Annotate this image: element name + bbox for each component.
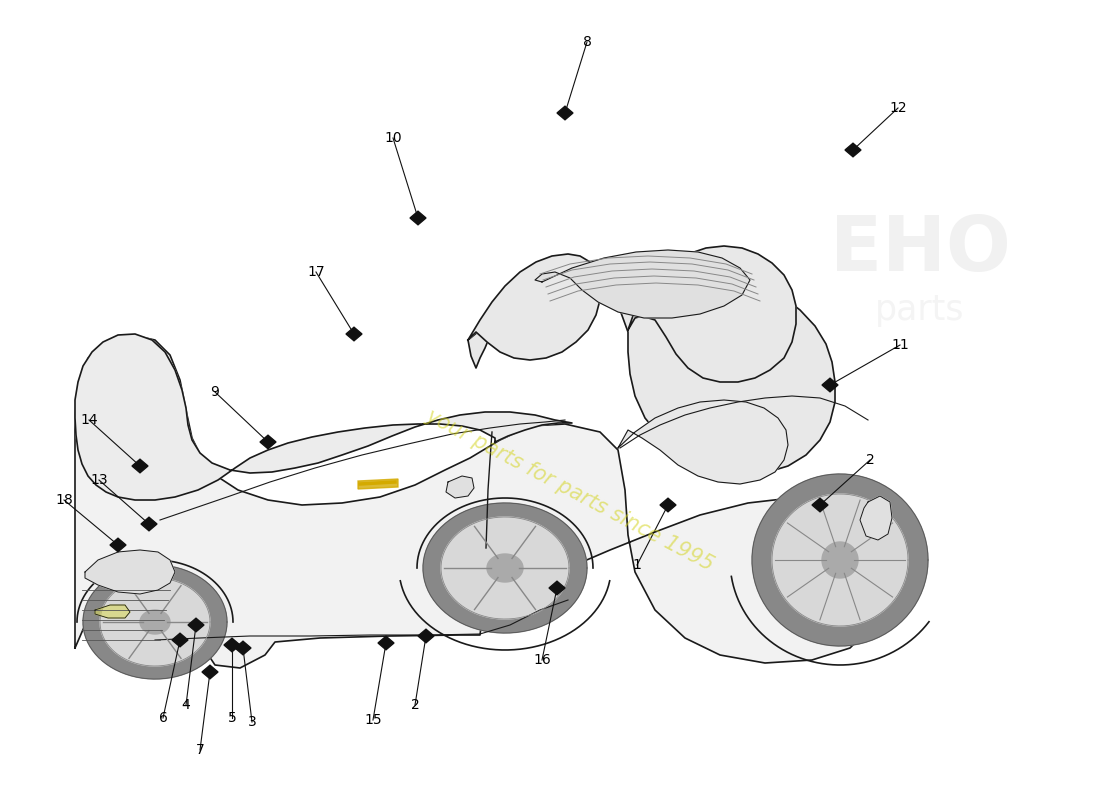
Polygon shape [100,578,210,666]
Polygon shape [260,435,276,449]
Polygon shape [110,538,126,552]
Polygon shape [358,479,398,489]
Polygon shape [752,474,928,646]
Text: 18: 18 [55,493,73,507]
Text: 14: 14 [80,413,98,427]
Text: 7: 7 [196,743,205,757]
Polygon shape [418,630,434,642]
Polygon shape [84,565,227,679]
Text: 17: 17 [307,265,324,279]
Polygon shape [141,518,157,531]
Polygon shape [468,268,835,475]
Text: 10: 10 [384,131,402,145]
Polygon shape [172,634,188,646]
Polygon shape [535,250,750,318]
Polygon shape [224,638,240,652]
Polygon shape [378,636,394,650]
Polygon shape [628,246,796,382]
Polygon shape [618,400,788,484]
Polygon shape [660,498,676,512]
Polygon shape [772,494,908,626]
Text: 8: 8 [583,35,592,49]
Polygon shape [235,642,251,654]
Polygon shape [845,143,861,157]
Polygon shape [202,666,218,678]
Polygon shape [557,106,573,120]
Polygon shape [85,550,175,594]
Text: 6: 6 [158,711,167,725]
Polygon shape [549,581,565,594]
Text: 13: 13 [90,473,108,487]
Polygon shape [424,503,587,633]
Text: 4: 4 [182,698,190,712]
Polygon shape [95,605,130,618]
Text: 2: 2 [866,453,874,467]
Text: 11: 11 [891,338,909,352]
Polygon shape [487,554,522,582]
Text: EHO: EHO [829,213,1011,287]
Text: 3: 3 [248,715,256,729]
Text: your parts for parts since 1995: your parts for parts since 1995 [422,406,717,574]
Polygon shape [812,498,828,512]
Text: 15: 15 [364,713,382,727]
Polygon shape [468,254,602,360]
Text: parts: parts [876,293,965,327]
Text: 2: 2 [410,698,419,712]
Polygon shape [822,542,858,578]
Polygon shape [860,496,892,540]
Polygon shape [188,618,204,632]
Polygon shape [75,334,572,500]
Polygon shape [346,327,362,341]
Text: 16: 16 [534,653,551,667]
Polygon shape [441,517,569,619]
Polygon shape [410,211,426,225]
Polygon shape [446,476,474,498]
Text: 1: 1 [632,558,641,572]
Polygon shape [822,378,838,392]
Polygon shape [140,610,170,634]
Text: 9: 9 [210,385,219,399]
Polygon shape [132,459,148,473]
Polygon shape [75,335,894,668]
Text: 12: 12 [889,101,906,115]
Text: 5: 5 [228,711,236,725]
